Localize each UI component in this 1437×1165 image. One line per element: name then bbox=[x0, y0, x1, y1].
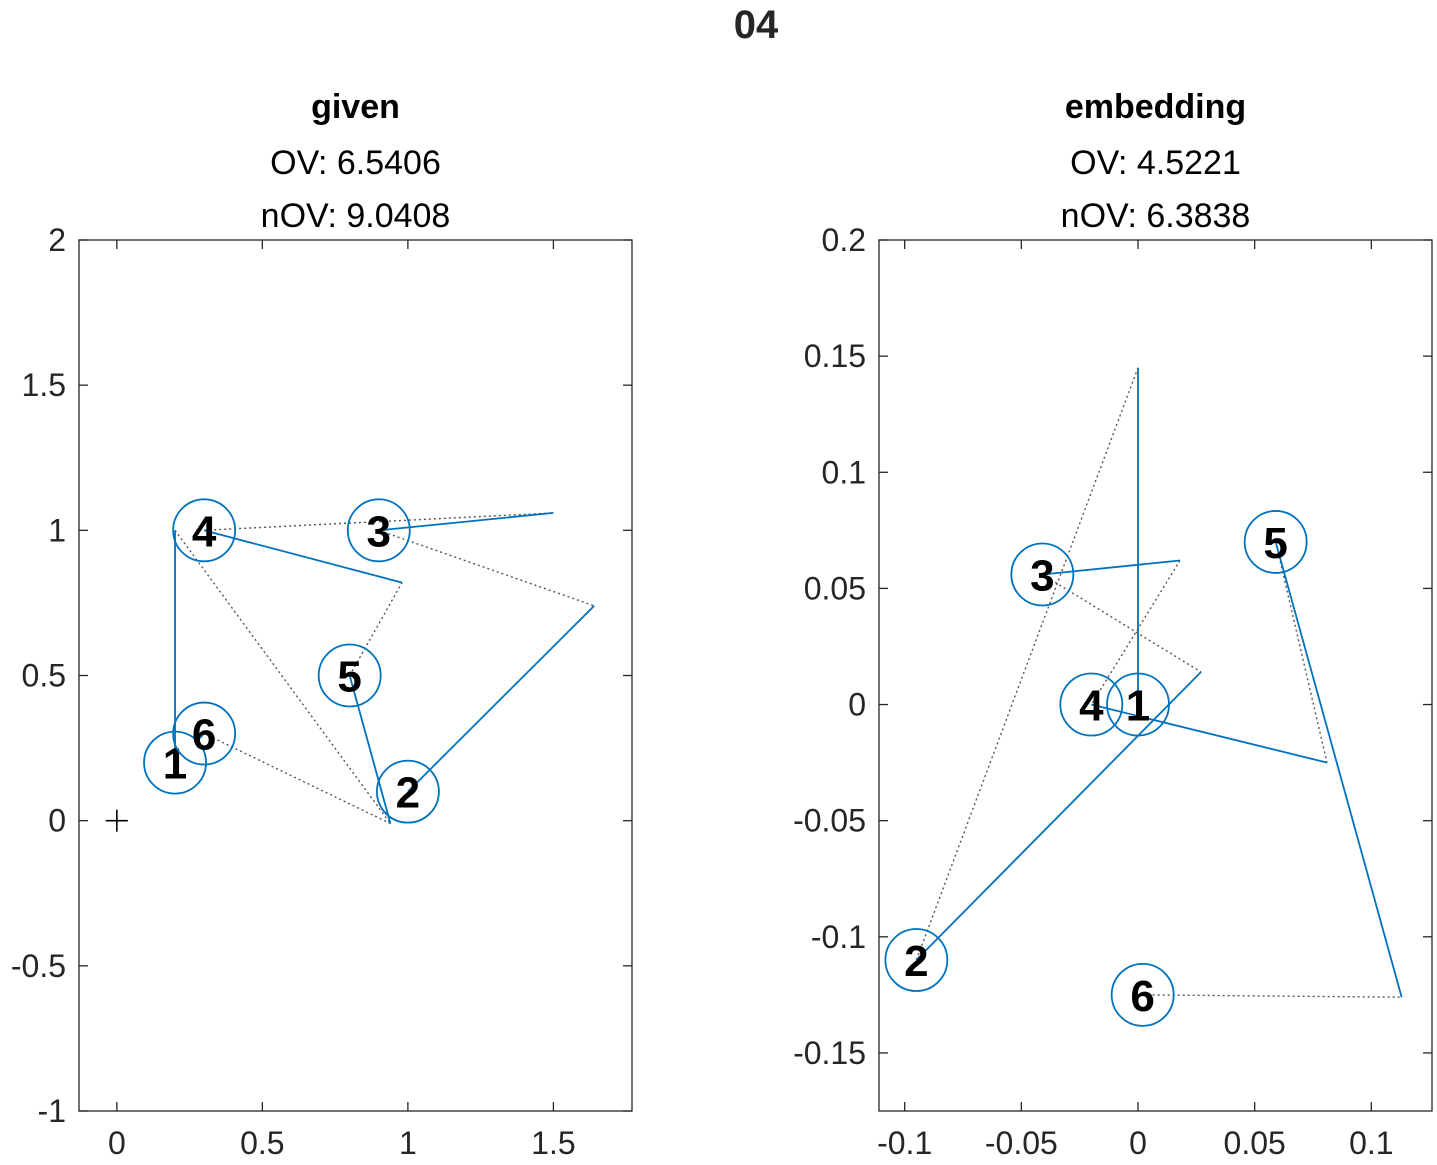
point-label: 6 bbox=[1130, 972, 1154, 1021]
point-label: 4 bbox=[1079, 682, 1104, 731]
point-marker bbox=[172, 701, 237, 766]
chart-panel-given: given OV: 6.5406 nOV: 9.0408 0 0.5 1 1.5 -1 -0.5… bbox=[11, 88, 633, 1161]
point-marker bbox=[317, 643, 382, 708]
point-marker bbox=[346, 498, 411, 563]
x-tick-label: 1 bbox=[399, 1125, 417, 1161]
y-tick-label: 0.05 bbox=[804, 570, 866, 606]
dotted-segment bbox=[204, 512, 554, 532]
point-label: 5 bbox=[337, 653, 361, 702]
point-marker bbox=[1110, 962, 1175, 1027]
solid-segment bbox=[1042, 559, 1181, 576]
y-tick-label: 0 bbox=[48, 803, 66, 839]
y-tick-label: 0.1 bbox=[822, 454, 866, 490]
point-label: 6 bbox=[192, 711, 216, 760]
point-marker bbox=[143, 730, 207, 795]
chart-subtitle-line: OV: 4.5221 bbox=[1070, 144, 1241, 182]
chart-title: embedding bbox=[1065, 88, 1246, 126]
dotted-segment bbox=[915, 367, 1139, 961]
chart-subtitle-line: nOV: 6.3838 bbox=[1061, 197, 1251, 235]
solid-segment bbox=[378, 512, 554, 532]
y-tick-label: 0.15 bbox=[804, 338, 866, 374]
solid-segment bbox=[407, 605, 595, 793]
axes-box bbox=[78, 239, 633, 1112]
x-tick-label: -0.05 bbox=[985, 1125, 1058, 1161]
x-tick-label: 0.05 bbox=[1224, 1125, 1286, 1161]
point-marker bbox=[1106, 672, 1170, 737]
x-tick-label: 1.5 bbox=[531, 1125, 575, 1161]
origin-marker bbox=[105, 809, 128, 832]
chart-panel-embedding: embedding OV: 4.5221 nOV: 6.3838 -0.1 -0.05 0… bbox=[793, 88, 1433, 1161]
dotted-segment bbox=[174, 529, 391, 824]
y-tick-label: 0.5 bbox=[22, 658, 66, 694]
point-label: 1 bbox=[1126, 682, 1150, 731]
point-marker bbox=[375, 759, 440, 824]
point-marker bbox=[884, 928, 949, 992]
y-tick-label: 2 bbox=[48, 222, 66, 258]
y-tick-label: 0 bbox=[848, 687, 866, 723]
point-label: 4 bbox=[192, 507, 217, 556]
x-tick-label: 0 bbox=[108, 1125, 126, 1161]
dotted-segment bbox=[378, 529, 595, 607]
figure-title: 04 bbox=[734, 3, 779, 47]
axes-box bbox=[878, 239, 1433, 1112]
chart-subtitle-line: OV: 6.5406 bbox=[270, 144, 441, 182]
point-label: 5 bbox=[1263, 519, 1287, 568]
chart-subtitle-line: nOV: 9.0408 bbox=[261, 197, 451, 235]
x-tick-label: 0.1 bbox=[1349, 1125, 1393, 1161]
y-tick-label: 1.5 bbox=[22, 367, 66, 403]
y-tick-label: -0.15 bbox=[793, 1035, 866, 1071]
dotted-segment bbox=[1090, 560, 1181, 705]
solid-segment bbox=[197, 732, 205, 741]
y-tick-label: -0.05 bbox=[793, 803, 866, 839]
point-label: 3 bbox=[367, 507, 391, 556]
x-tick-label: 0 bbox=[1129, 1125, 1147, 1161]
point-marker bbox=[1059, 672, 1124, 737]
solid-segment bbox=[1091, 703, 1328, 764]
x-tick-label: 0.5 bbox=[240, 1125, 284, 1161]
solid-segment bbox=[348, 675, 392, 824]
solid-segment bbox=[1274, 541, 1403, 998]
point-marker bbox=[1010, 542, 1075, 607]
point-label: 3 bbox=[1030, 551, 1054, 600]
point-label: 1 bbox=[163, 740, 187, 789]
point-marker bbox=[1243, 510, 1308, 574]
dotted-segment bbox=[1142, 994, 1402, 998]
y-tick-label: 0.2 bbox=[822, 222, 866, 258]
point-label: 2 bbox=[904, 937, 928, 986]
y-tick-label: -1 bbox=[38, 1093, 66, 1129]
solid-segment bbox=[203, 529, 403, 584]
x-tick-label: -0.1 bbox=[877, 1125, 932, 1161]
y-tick-label: -0.5 bbox=[11, 948, 66, 984]
point-label: 2 bbox=[396, 769, 420, 818]
chart-title: given bbox=[311, 88, 400, 126]
point-marker bbox=[172, 498, 237, 563]
y-tick-label: 1 bbox=[48, 512, 66, 548]
y-tick-label: -0.1 bbox=[811, 919, 866, 955]
